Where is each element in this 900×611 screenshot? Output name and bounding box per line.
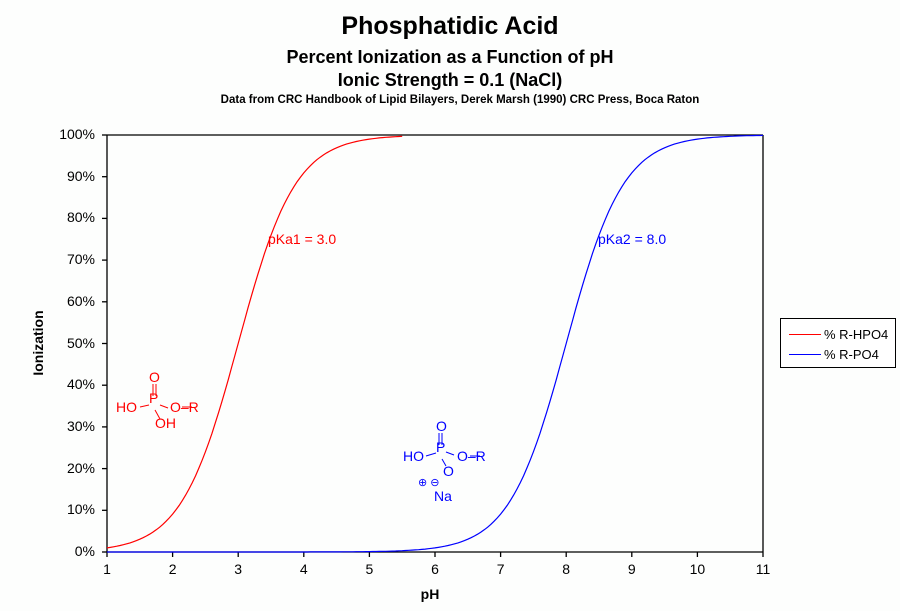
hpo4-oh: OH [155,415,176,431]
x-tick-label: 9 [627,561,636,577]
po4-o-top: O [436,418,447,434]
pka1-annotation: pKa1 = 3.0 [268,231,337,247]
y-tick-label: 10% [66,501,95,518]
legend-item-r-po4: % R-PO4 [789,346,879,362]
x-tick-label: 5 [365,561,374,577]
chart-title: Phosphatidic Acid [341,12,559,40]
chart-subtitle: Percent Ionization as a Function of pH [286,47,614,67]
legend-swatch-blue [789,353,821,355]
series-r-po4-line [107,134,764,553]
y-tick-label: 50% [66,334,95,351]
y-tick-label: 40% [66,376,95,393]
y-tick-label: 20% [66,459,95,476]
axes [102,134,764,557]
x-axis-label: pH [420,586,440,602]
y-tick-label: 60% [66,292,95,309]
y-tick-label: 100% [59,126,95,142]
x-tick-label: 8 [562,561,571,577]
legend-label: % R-PO4 [824,346,879,362]
po4-o-r: O–R [457,448,486,464]
chart-source-note: Data from CRC Handbook of Lipid Bilayers… [220,94,700,106]
po4-o-bottom: O [443,463,454,479]
x-tick-label: 3 [234,561,243,577]
x-tick-label: 7 [496,561,505,577]
legend-item-r-hpo4: % R-HPO4 [789,326,888,342]
po4-structure-bonds [425,433,480,467]
x-tick-label: 10 [689,561,706,577]
y-tick-label: 0% [74,543,95,559]
hpo4-o-r: O–R [170,399,199,415]
po4-p: P [436,439,446,455]
x-tick-label: 2 [168,561,177,577]
series-r-hpo4-line [106,135,403,549]
x-tick-label: 1 [103,561,111,577]
legend-label: % R-HPO4 [824,326,889,342]
hpo4-o-top: O [149,369,160,385]
hpo4-p: P [149,390,159,406]
pka2-annotation: pKa2 = 8.0 [598,231,667,247]
y-tick-label: 70% [66,251,95,268]
po4-ho: HO [403,448,424,464]
hpo4-ho: HO [116,399,137,415]
legend-swatch-red [789,333,821,335]
y-tick-label: 80% [66,209,95,226]
po4-charges: ⊕ ⊖ [418,477,440,489]
x-tick-label: 11 [755,561,771,577]
legend: % R-HPO4 % R-PO4 [780,318,896,368]
chart-subtitle-ionic-strength: Ionic Strength = 0.1 (NaCl) [337,70,563,90]
x-tick-label: 4 [299,561,308,577]
y-axis-label: Ionization [30,310,46,376]
po4-na: Na [434,488,452,504]
y-tick-label: 90% [66,167,95,184]
y-tick-label: 30% [66,417,95,434]
hpo4-structure-bonds [139,384,192,420]
x-tick-label: 6 [431,561,439,577]
